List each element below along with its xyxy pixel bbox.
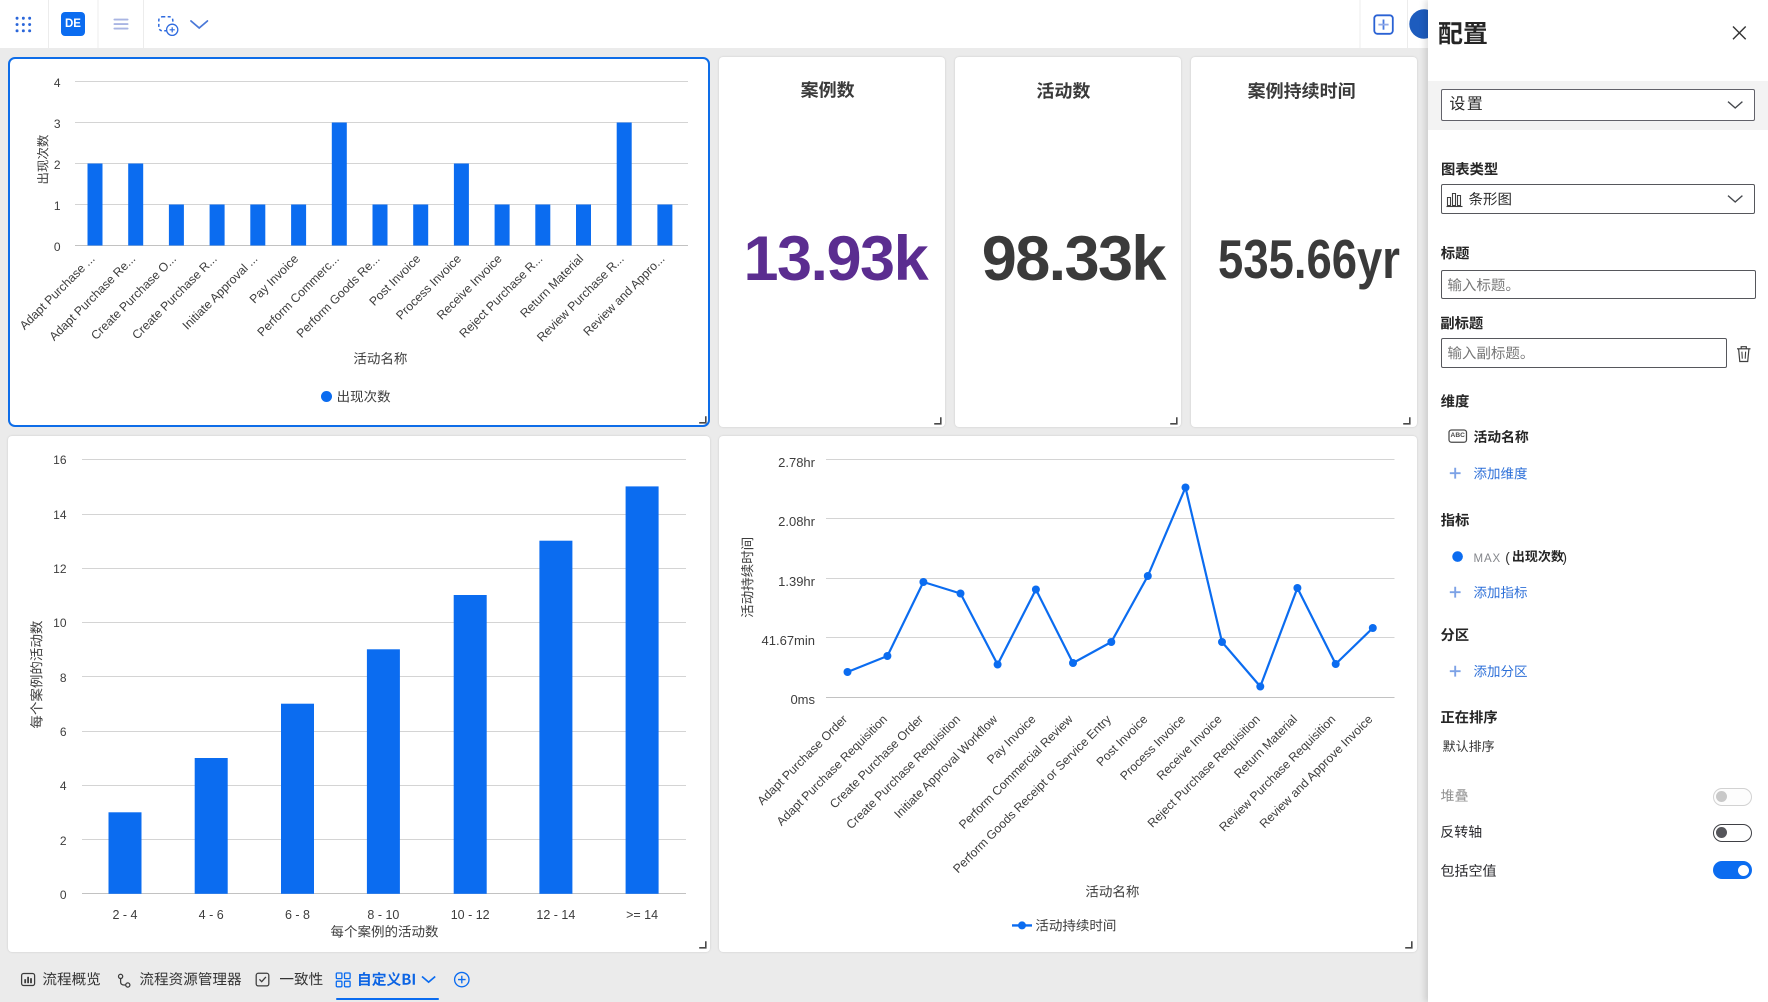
svg-text:Adapt Purchase ...: Adapt Purchase ... <box>17 252 98 333</box>
svg-text:Receive Invoice: Receive Invoice <box>1154 712 1225 783</box>
svg-text:Initiate Approval ...: Initiate Approval ... <box>180 252 261 333</box>
svg-text:Process Invoice: Process Invoice <box>1117 712 1188 783</box>
svg-text:Review and Appro...: Review and Appro... <box>580 252 667 339</box>
